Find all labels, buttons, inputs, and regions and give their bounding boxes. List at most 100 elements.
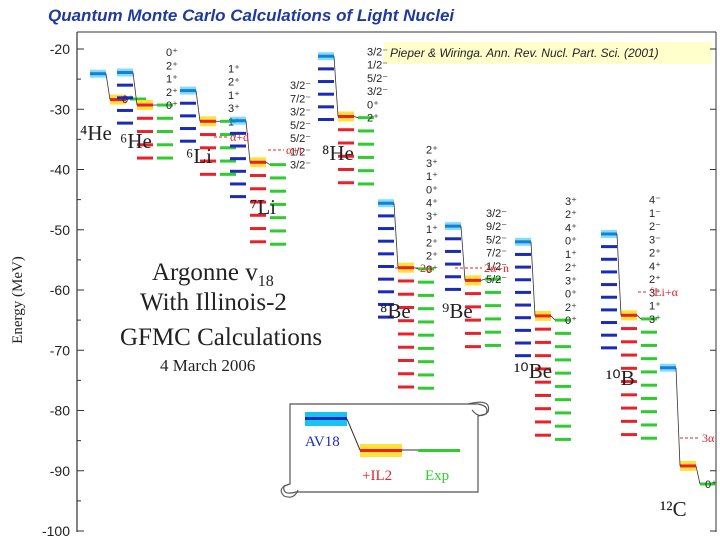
av18-il2-connector (333, 56, 339, 117)
exp-level (270, 163, 286, 167)
nucleus-label: ¹⁰B (606, 366, 635, 390)
spin-label: 0⁺ (166, 100, 178, 112)
legend-connector-1 (346, 418, 361, 451)
av18-band (378, 199, 394, 208)
exp-level (641, 396, 657, 400)
av18-level (601, 270, 617, 274)
il2-level (398, 279, 414, 283)
av18-level (515, 265, 531, 269)
av18-level (378, 315, 394, 319)
y-tick-label: -100 (42, 523, 70, 539)
exp-level (555, 437, 571, 441)
exp-level (555, 411, 571, 415)
exp-level (641, 357, 657, 361)
spin-label: 3⁺ (565, 196, 577, 208)
av18-level (318, 117, 334, 121)
il2-level (398, 345, 414, 349)
exp-level (220, 119, 236, 123)
spin-label: 3⁺ (649, 314, 661, 326)
exp-level (418, 280, 434, 284)
threshold-label: α+t (286, 143, 303, 157)
spin-label: 2⁺ (228, 77, 240, 89)
av18-level (445, 249, 461, 253)
av18-il2-connector (195, 90, 201, 122)
il2-level (621, 353, 637, 357)
slide-title: Quantum Monte Carlo Calculations of Ligh… (48, 6, 455, 25)
av18-level (230, 144, 246, 148)
av18-level (601, 321, 617, 325)
exp-level (418, 293, 434, 297)
av18-level (515, 278, 531, 282)
il2-level (338, 114, 354, 118)
il2-level (137, 156, 153, 160)
spin-label: 0⁺ (426, 184, 438, 196)
il2-level (338, 181, 354, 185)
y-axis-label: Energy (MeV) (10, 256, 26, 344)
av18-level (180, 101, 196, 105)
av18-level (601, 283, 617, 287)
exp-level (157, 156, 173, 160)
threshold-label: α+d (230, 130, 249, 144)
il2-level (398, 319, 414, 323)
il2-exp-connector (695, 465, 701, 485)
av18-level (378, 302, 394, 306)
av18-level (445, 262, 461, 266)
spin-label: 2⁺ (565, 262, 577, 274)
spin-label: 2⁺ (565, 209, 577, 221)
av18-level (515, 341, 531, 345)
av18-level (601, 308, 617, 312)
spin-label: 2⁺ (649, 274, 661, 286)
nucleus-group: 0⁺ (660, 363, 717, 491)
il2-level (535, 420, 551, 424)
il2-level (200, 159, 216, 163)
av18-level (378, 227, 394, 231)
il2-level (621, 419, 637, 423)
y-tick-label: -70 (50, 342, 70, 358)
il2-level (338, 154, 354, 158)
il2-exp-connector (480, 278, 486, 281)
il2-level (465, 318, 481, 322)
exp-level (418, 386, 434, 390)
y-tick-label: -50 (50, 222, 70, 238)
av18-band (601, 229, 617, 238)
av18-level (378, 239, 394, 243)
nucleus-label: ⁸Be (380, 299, 411, 323)
exp-level (555, 384, 571, 388)
nucleus-label: ¹⁰Be (514, 359, 552, 383)
spin-label: 2⁺ (166, 60, 178, 72)
spin-label: 4⁺ (649, 261, 661, 273)
il2-level (465, 345, 481, 349)
exp-level (555, 331, 571, 335)
il2-level (535, 407, 551, 411)
spin-label: 1⁺ (426, 224, 438, 236)
threshold-label: ⁶Li+α (650, 285, 679, 299)
il2-level (621, 327, 637, 331)
legend-il2-label: +IL2 (362, 468, 392, 484)
spin-label: 0⁺ (565, 236, 577, 248)
exp-level (270, 216, 286, 220)
exp-level (358, 129, 374, 133)
av18-level (378, 214, 394, 218)
il2-exp-connector (353, 116, 359, 119)
legend-il2-bar (360, 449, 402, 452)
av18-level (230, 169, 246, 173)
exp-level (555, 345, 571, 349)
av18-level (601, 257, 617, 261)
il2-level (250, 240, 266, 244)
il2-level (200, 146, 216, 150)
av18-level (230, 182, 246, 186)
il2-level (338, 168, 354, 171)
spin-label: 9/2⁻ (486, 221, 507, 233)
spin-label: 1⁺ (426, 171, 438, 183)
annotation-line3: GFMC Calculations (120, 324, 322, 351)
av18-level (378, 252, 394, 256)
exp-level (157, 143, 173, 147)
exp-level (130, 97, 146, 101)
exp-level (358, 116, 374, 120)
il2-level (200, 133, 216, 137)
av18-il2-connector (393, 203, 399, 268)
exp-level (485, 343, 501, 347)
threshold-label: 2α+n (484, 261, 509, 275)
il2-level (110, 98, 126, 102)
av18-level (445, 237, 461, 241)
